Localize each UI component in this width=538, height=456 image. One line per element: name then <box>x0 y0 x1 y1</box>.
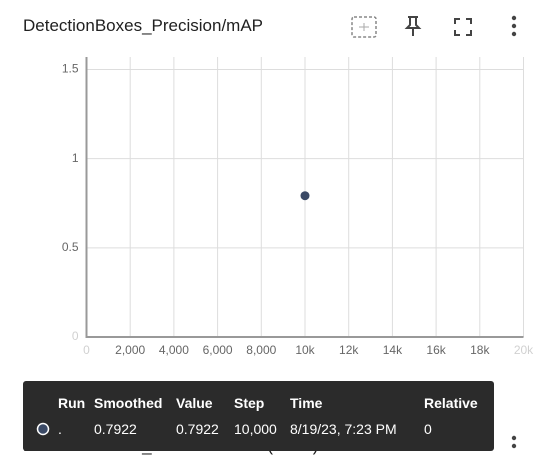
tooltip-header: Value <box>176 395 213 411</box>
tooltip-cell: 0 <box>424 421 432 437</box>
point <box>300 191 310 201</box>
y-tick-label: 1.5 <box>62 62 79 76</box>
x-tick-label: 10k <box>295 343 315 357</box>
x-tick-label: 0 <box>83 343 90 357</box>
tooltip-cell: . <box>58 421 62 437</box>
card-title: DetectionBoxes_Precision/mAP <box>23 16 264 35</box>
x-tick-label: 8,000 <box>246 343 276 357</box>
tooltip-cell: 10,000 <box>234 421 277 437</box>
tooltip-header: Time <box>290 395 323 411</box>
fit-domain-button[interactable] <box>350 14 378 40</box>
fullscreen-button[interactable] <box>452 16 474 38</box>
x-tick-label: 14k <box>383 343 403 357</box>
y-tick-label: 1 <box>72 151 79 165</box>
tooltip-header: Smoothed <box>94 395 163 411</box>
tooltip-header: Relative <box>424 395 478 411</box>
pin-button[interactable] <box>403 14 423 38</box>
x-tick-label: 16k <box>426 343 446 357</box>
run-color-dot <box>36 422 50 436</box>
x-tick-label: 6,000 <box>203 343 233 357</box>
menu-button[interactable] <box>508 14 520 40</box>
y-tick-label: 0 <box>72 329 79 343</box>
menu-button[interactable] <box>508 434 520 454</box>
x-tick-label: 4,000 <box>159 343 189 357</box>
x-tick-label: 2,000 <box>115 343 145 357</box>
tooltip-header: Run <box>58 395 86 411</box>
chart: 0 0.5 1 1.5 0 2,000 4,000 6,000 8,000 10k 12k 14k 16… <box>62 57 534 357</box>
x-tick-label: 18k <box>470 343 490 357</box>
tooltip-cell: 0.7922 <box>94 421 137 437</box>
tooltip-cell: 0.7922 <box>176 421 219 437</box>
tooltip-header: Step <box>234 395 265 411</box>
tooltip: Run Smoothed Value Step Time Relative . … <box>23 381 494 451</box>
x-tick-label: 12k <box>339 343 359 357</box>
tooltip-cell: 8/19/23, 7:23 PM <box>290 421 397 437</box>
x-tick-label: 20k <box>514 343 534 357</box>
y-tick-label: 0.5 <box>62 240 79 254</box>
